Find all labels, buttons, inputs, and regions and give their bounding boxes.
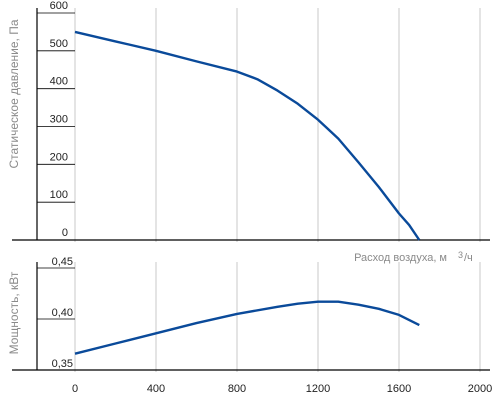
flow-axis: 0 400 800 1200 1600 2000 (72, 383, 492, 395)
power-curve (74, 300, 420, 355)
power-axis-label: Мощность, кВт (7, 271, 21, 354)
pressure-tick-label: 500 (50, 38, 68, 50)
flow-tick-label: 400 (147, 383, 165, 395)
flow-tick-label: 800 (228, 383, 246, 395)
flow-tick-label: 0 (72, 383, 78, 395)
flow-tick-label: 1200 (306, 383, 330, 395)
power-tick-label: 0,45 (52, 256, 73, 268)
pressure-curve (74, 30, 421, 241)
power-chart: 0,35 0,40 0,45 Мощность, кВт (7, 256, 490, 372)
pressure-tick-label: 600 (50, 0, 68, 12)
flow-axis-label-suffix: /ч (464, 252, 473, 264)
pressure-tick-label: 0 (62, 227, 68, 239)
flow-tick-label: 2000 (468, 383, 492, 395)
flow-axis-label-superscript: 3 (458, 250, 463, 260)
flow-axis-label: Расход воздуха, м (354, 252, 447, 264)
pressure-tick-label: 200 (50, 151, 68, 163)
pressure-axis-label: Статическое давление, Па (7, 19, 21, 168)
pressure-tick-label: 400 (50, 76, 68, 88)
power-tick-label: 0,40 (52, 307, 73, 319)
pressure-tick-label: 300 (50, 114, 68, 126)
pressure-chart: 0 100 200 300 400 500 600 Статическое давление,… (7, 0, 490, 264)
power-tick-label: 0,35 (52, 358, 73, 370)
pressure-tick-label: 100 (50, 189, 68, 201)
flow-tick-label: 1600 (387, 383, 411, 395)
